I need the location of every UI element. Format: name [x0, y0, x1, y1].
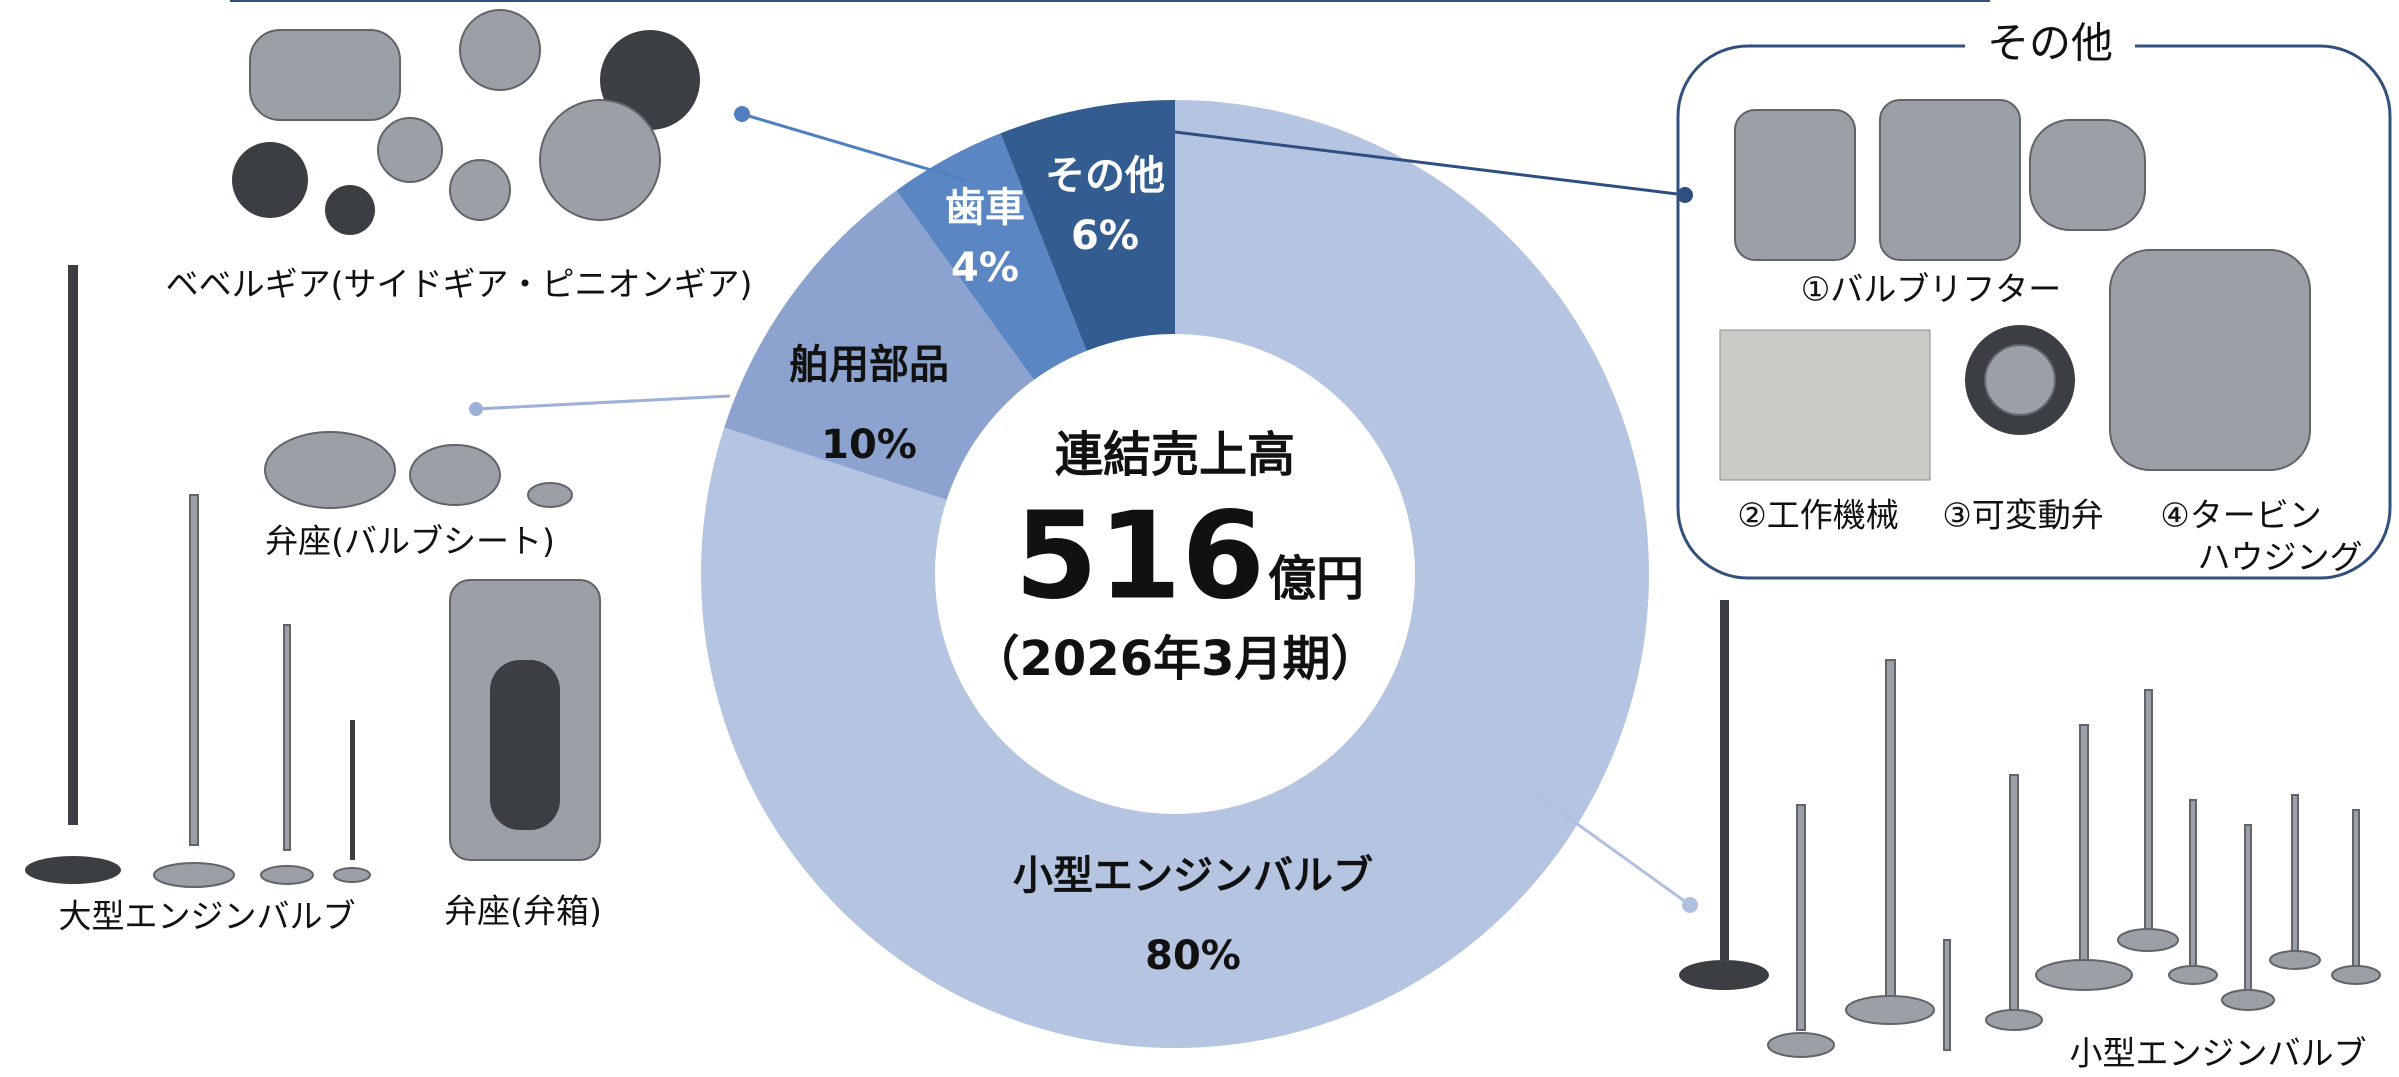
- product-caption: 小型エンジンバルブ: [2070, 1034, 2367, 1073]
- product-caption: ②工作機械: [1737, 496, 1899, 535]
- center-unit: 億円: [1268, 551, 1364, 607]
- connector-dot: [1682, 897, 1698, 913]
- slice-value-label: 10%: [821, 422, 917, 468]
- center-title: 連結売上高: [1055, 427, 1295, 483]
- connector: [741, 112, 966, 182]
- product-caption: 弁座(バルブシート): [265, 522, 555, 561]
- product-caption: ハウジング: [2198, 538, 2363, 577]
- slice: [896, 133, 1087, 380]
- product-caption: ③可変動弁: [1942, 496, 2104, 535]
- slice-label: 舶用部品: [789, 342, 949, 388]
- large-valve-illustration: [25, 265, 371, 888]
- product-caption: ベベルギア(サイドギア・ピニオンギア): [166, 265, 753, 304]
- slice-label: 歯車: [945, 185, 1025, 231]
- donut: [701, 100, 1649, 1048]
- connector: [475, 394, 731, 411]
- slice: [1000, 100, 1175, 351]
- small-valve-illustration: [1679, 600, 2381, 1058]
- other-box-title: その他: [1987, 19, 2113, 68]
- gear-illustration: [232, 9, 700, 235]
- other-box-title-bg: [1965, 20, 2135, 72]
- slice-value-label: 80%: [1145, 933, 1241, 979]
- connector-dot: [469, 402, 483, 416]
- slice-label: その他: [1045, 153, 1165, 199]
- product-caption: ④タービン: [2160, 496, 2322, 535]
- connector-dot: [734, 106, 750, 122]
- connector-dot: [1677, 187, 1693, 203]
- product-caption: 弁座(弁箱): [444, 892, 602, 931]
- slice: [724, 190, 1034, 500]
- valve-seat-illustration: [264, 431, 601, 861]
- slice-value-label: 6%: [1071, 213, 1139, 259]
- product-caption: 大型エンジンバルブ: [59, 897, 356, 936]
- center-period: （2026年3月期）: [972, 631, 1379, 687]
- connectors: [469, 106, 1698, 913]
- center-value: 516: [1015, 488, 1266, 627]
- other-illustrations: [1719, 99, 2311, 481]
- slice: [701, 100, 1649, 1048]
- slice-label: 小型エンジンバルブ: [1013, 853, 1373, 899]
- slice-value-label: 4%: [951, 245, 1019, 291]
- connector: [1529, 788, 1691, 907]
- product-caption: ①バルブリフター: [1801, 270, 2062, 309]
- connector: [1174, 130, 1686, 197]
